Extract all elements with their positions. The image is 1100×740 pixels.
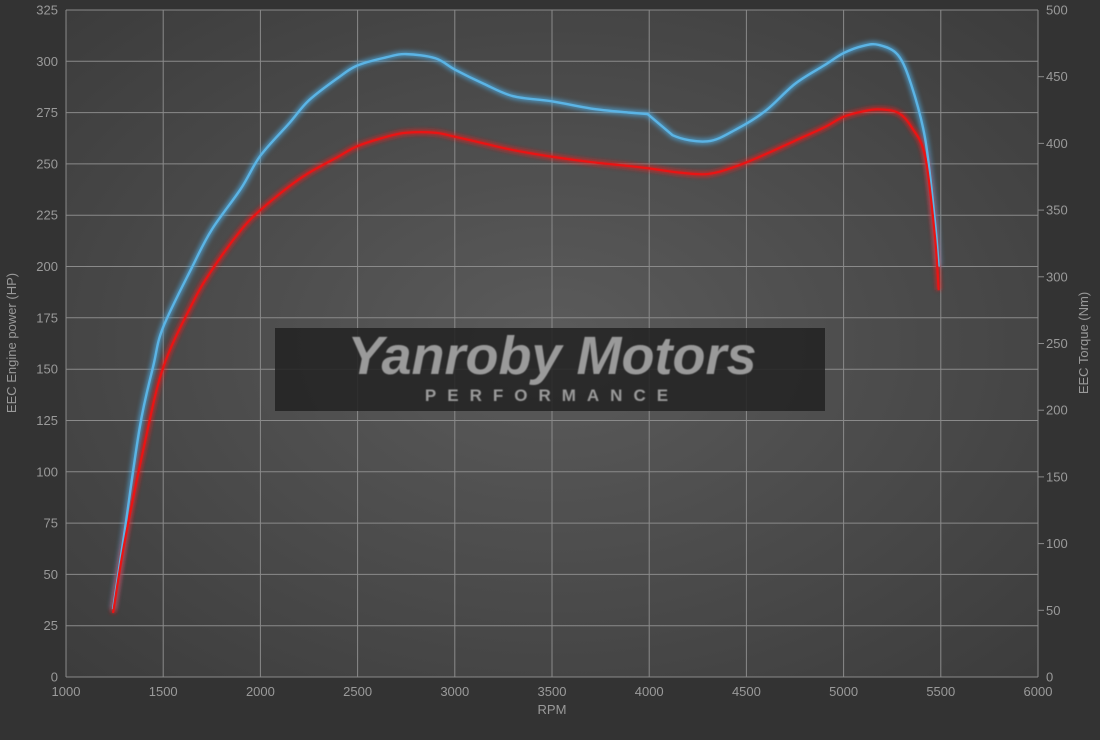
- svg-text:4500: 4500: [732, 684, 761, 699]
- svg-text:100: 100: [1046, 536, 1068, 551]
- svg-text:0: 0: [1046, 670, 1053, 685]
- svg-text:2000: 2000: [246, 684, 275, 699]
- svg-text:250: 250: [1046, 336, 1068, 351]
- svg-text:1500: 1500: [149, 684, 178, 699]
- svg-text:1000: 1000: [52, 684, 81, 699]
- svg-text:2500: 2500: [343, 684, 372, 699]
- svg-text:100: 100: [36, 464, 58, 479]
- svg-text:4000: 4000: [635, 684, 664, 699]
- svg-text:0: 0: [51, 670, 58, 685]
- svg-text:200: 200: [36, 259, 58, 274]
- svg-text:125: 125: [36, 413, 58, 428]
- svg-text:PERFORMANCE: PERFORMANCE: [425, 386, 679, 405]
- svg-text:EEC Engine power (HP): EEC Engine power (HP): [4, 273, 19, 413]
- svg-text:3000: 3000: [440, 684, 469, 699]
- svg-text:300: 300: [1046, 269, 1068, 284]
- svg-text:6000: 6000: [1024, 684, 1053, 699]
- svg-text:3500: 3500: [538, 684, 567, 699]
- svg-text:275: 275: [36, 105, 58, 120]
- svg-text:25: 25: [44, 618, 58, 633]
- svg-text:5500: 5500: [926, 684, 955, 699]
- svg-text:Yanroby Motors: Yanroby Motors: [347, 326, 756, 386]
- svg-text:350: 350: [1046, 203, 1068, 218]
- svg-text:500: 500: [1046, 3, 1068, 18]
- svg-text:5000: 5000: [829, 684, 858, 699]
- svg-text:150: 150: [1046, 469, 1068, 484]
- svg-text:225: 225: [36, 208, 58, 223]
- svg-text:250: 250: [36, 156, 58, 171]
- svg-text:150: 150: [36, 362, 58, 377]
- svg-text:RPM: RPM: [538, 702, 567, 717]
- svg-text:300: 300: [36, 54, 58, 69]
- svg-text:400: 400: [1046, 136, 1068, 151]
- svg-text:50: 50: [44, 567, 58, 582]
- svg-text:325: 325: [36, 3, 58, 18]
- svg-text:75: 75: [44, 516, 58, 531]
- svg-text:450: 450: [1046, 69, 1068, 84]
- svg-text:50: 50: [1046, 603, 1060, 618]
- svg-text:EEC Torque (Nm): EEC Torque (Nm): [1076, 292, 1091, 394]
- svg-text:200: 200: [1046, 403, 1068, 418]
- svg-text:175: 175: [36, 310, 58, 325]
